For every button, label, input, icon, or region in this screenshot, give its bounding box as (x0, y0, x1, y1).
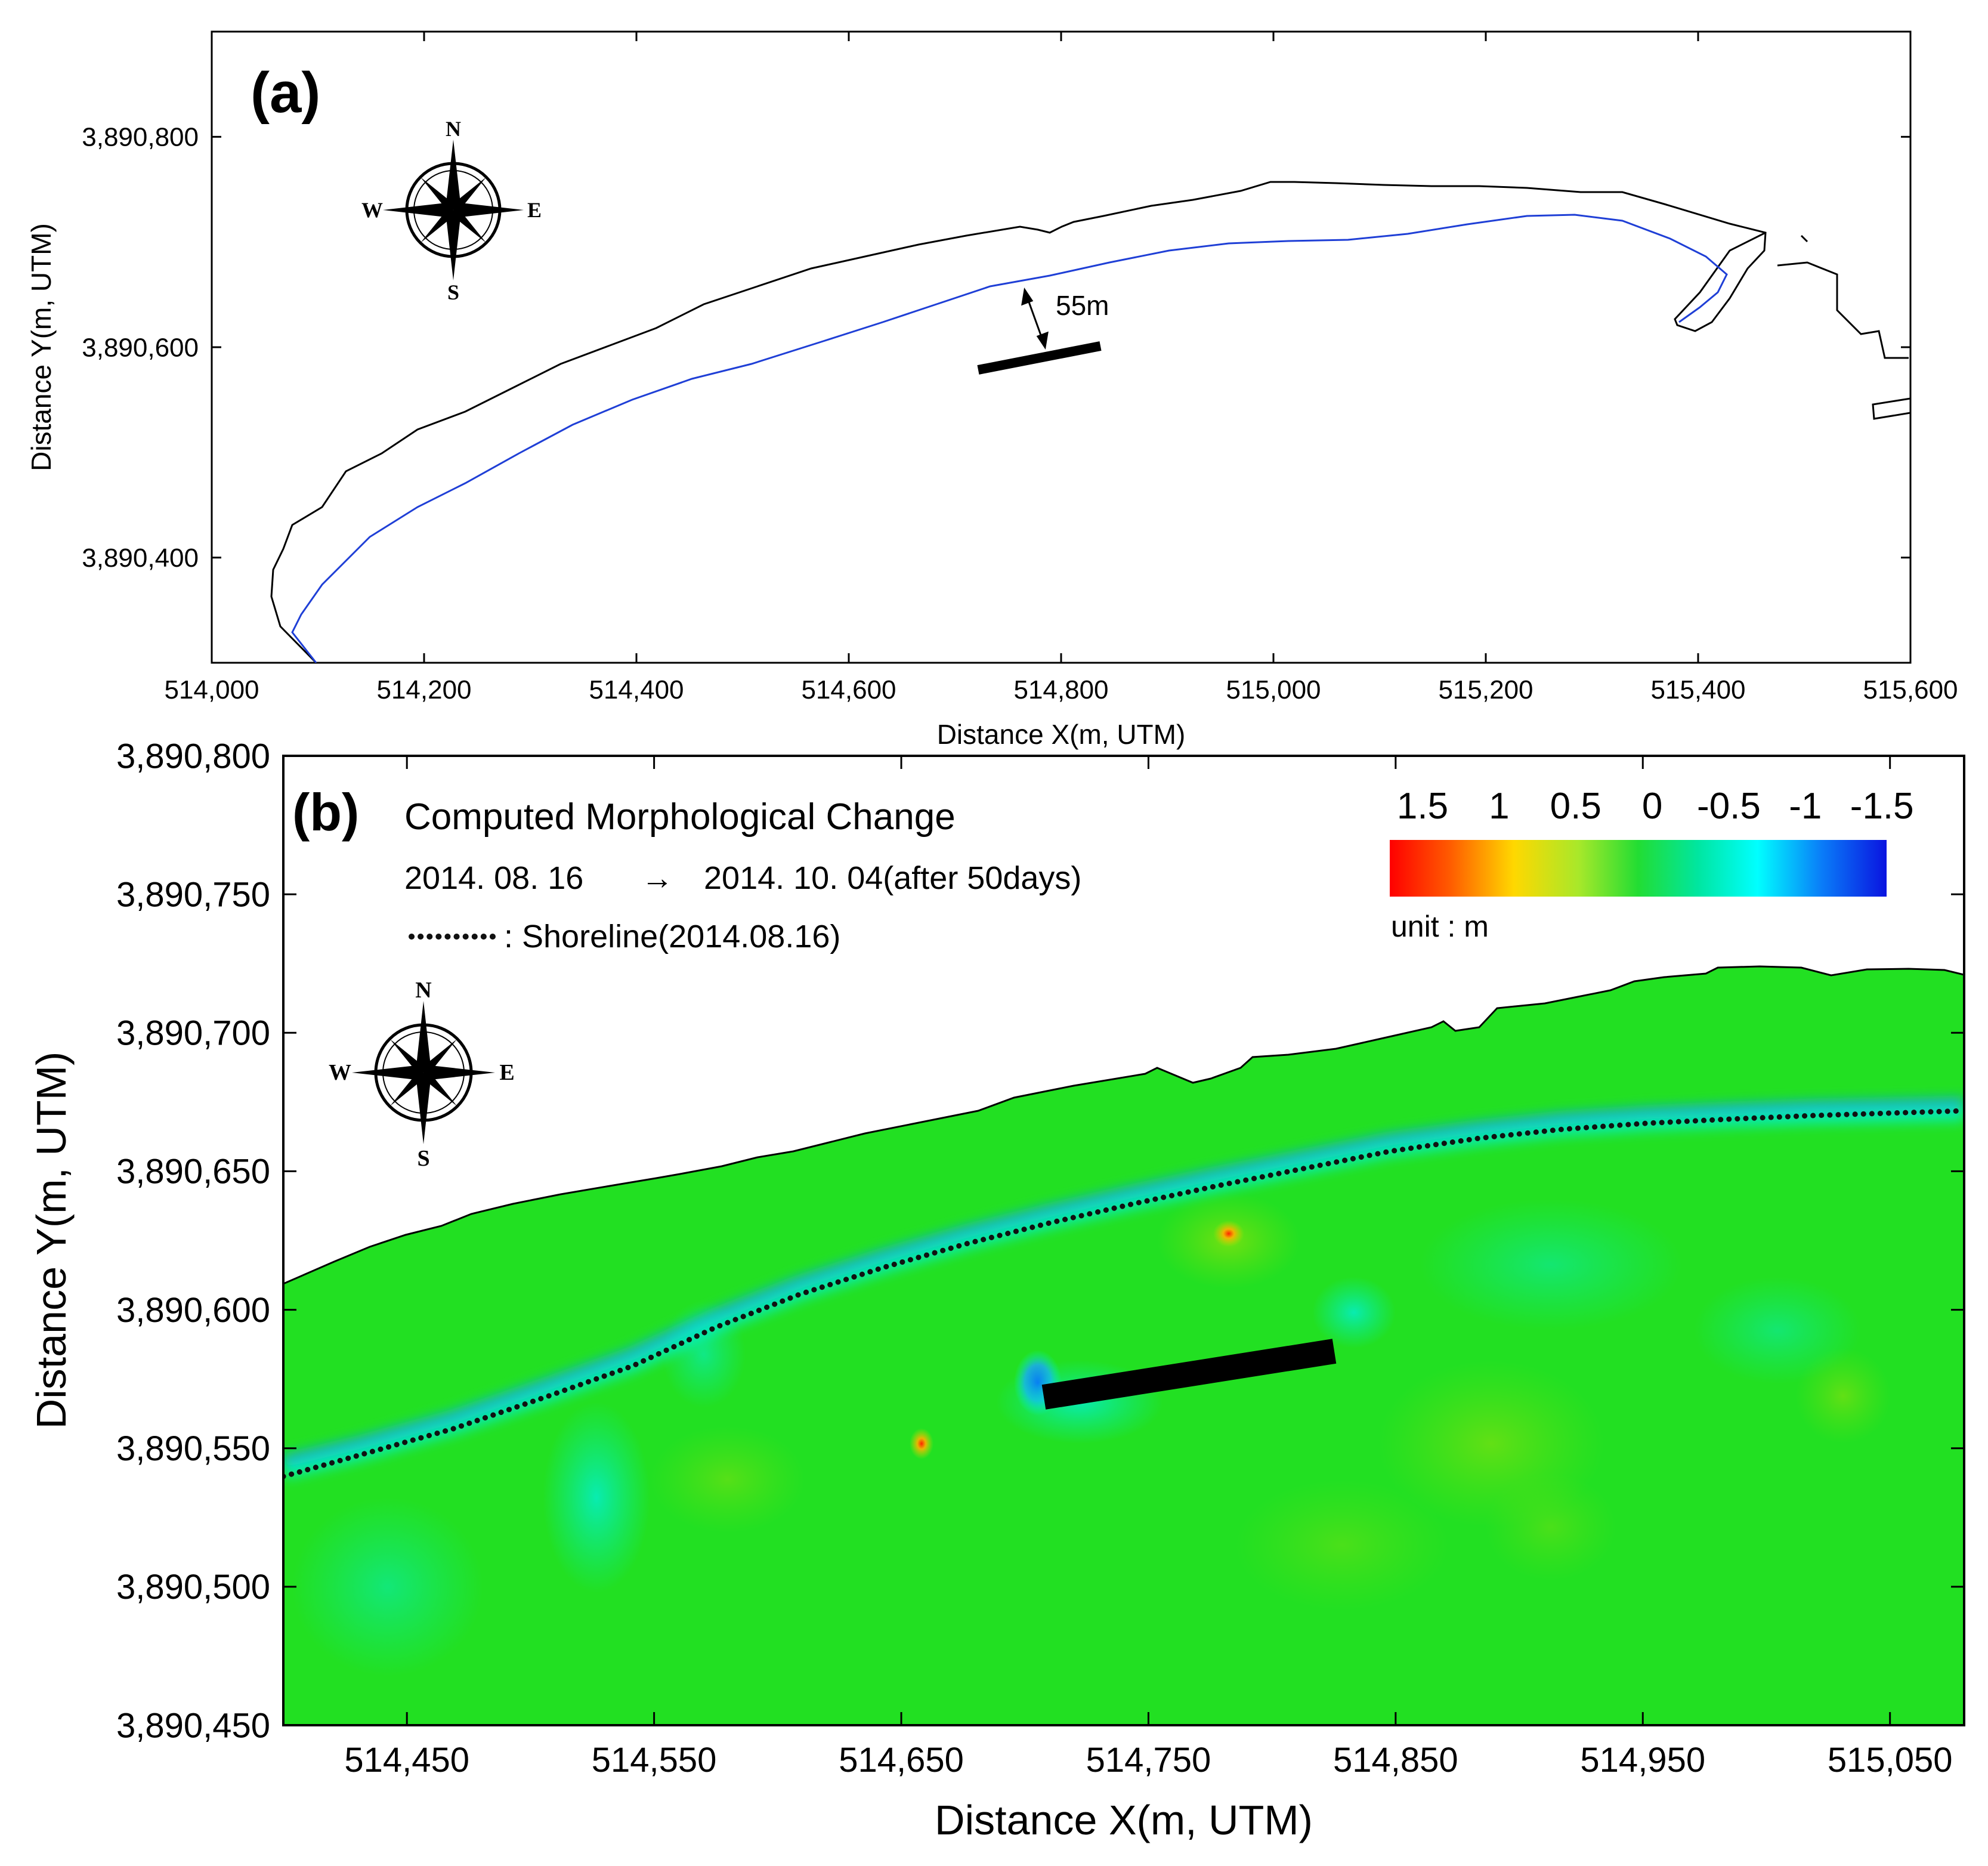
a-x-tick-label: 514,200 (376, 675, 471, 705)
panel-a-xlabel: Distance X(m, UTM) (937, 719, 1186, 750)
panel-b-label: (b) (292, 783, 359, 842)
colorbar-label: 0.5 (1550, 786, 1601, 827)
a-x-tick-label: 514,600 (801, 675, 896, 705)
a-x-tick-label: 514,800 (1013, 675, 1108, 705)
compass-e: E (499, 1060, 514, 1085)
colorbar-label: -0.5 (1697, 786, 1761, 827)
land-edge (283, 965, 1964, 1285)
compass-rose-icon: N S W E (329, 978, 515, 1171)
b-x-tick-label: 514,450 (344, 1741, 469, 1780)
b-x-tick-label: 514,950 (1580, 1741, 1705, 1780)
b-x-tick-label: 514,750 (1086, 1741, 1211, 1780)
panel-a-y-ticks: 3,890,400 3,890,600 3,890,800 (82, 123, 1910, 573)
distance-arrow (1021, 288, 1049, 350)
morphology-map (283, 965, 1964, 1725)
compass-s: S (417, 1146, 429, 1171)
land-boundary (270, 181, 1767, 663)
colorbar-gradient (1390, 840, 1887, 897)
compass-s: S (447, 280, 459, 304)
a-x-tick-label: 514,000 (164, 675, 259, 705)
panel-b-xlabel: Distance X(m, UTM) (935, 1797, 1313, 1843)
a-x-tick-label: 514,400 (589, 675, 684, 705)
b-y-tick-label: 3,890,450 (116, 1706, 270, 1745)
panel-b: (b) Computed Morphological Change 2014. … (28, 737, 1965, 1843)
b-x-tick-label: 514,850 (1333, 1741, 1458, 1780)
panel-a-x-ticks: 514,000 514,200 514,400 514,600 514,800 515,0… (164, 32, 1958, 705)
b-y-tick-label: 3,890,650 (116, 1153, 270, 1191)
panel-a-frame (211, 30, 1912, 664)
a-x-tick-label: 515,400 (1650, 675, 1745, 705)
compass-e: E (527, 198, 542, 222)
compass-n: N (415, 978, 431, 1003)
panel-b-title: Computed Morphological Change (404, 796, 956, 838)
compass-w: W (329, 1060, 351, 1085)
colorbar-label: -1 (1789, 786, 1822, 827)
colorbar: 1.5 1 0.5 0 -0.5 -1 -1.5 unit : m (1390, 786, 1914, 943)
shoreline-legend-label: : Shoreline(2014.08.16) (504, 919, 840, 954)
a-x-tick-label: 515,200 (1438, 675, 1533, 705)
compass-w: W (361, 198, 383, 222)
colorbar-label: 1 (1489, 786, 1509, 827)
panel-b-frame (282, 755, 1965, 1726)
compass-n: N (446, 117, 461, 141)
panel-a-label: (a) (251, 61, 320, 125)
panel-a-ylabel: Distance Y(m, UTM) (26, 223, 57, 471)
colorbar-label: 1.5 (1397, 786, 1448, 827)
jetty-tip (1872, 397, 1910, 420)
b-y-tick-label: 3,890,750 (116, 875, 270, 914)
breakwater-a (977, 341, 1102, 375)
jetty-mark (1800, 234, 1808, 243)
a-y-tick-label: 3,890,400 (82, 543, 199, 573)
date-arrow: → (641, 860, 673, 896)
a-x-tick-label: 515,600 (1863, 675, 1958, 705)
b-x-tick-label: 515,050 (1828, 1741, 1953, 1780)
panel-b-y-ticks: 3,890,450 3,890,500 3,890,550 3,890,600 3,89… (116, 737, 1964, 1745)
date-from: 2014. 08. 16 (404, 860, 583, 896)
colorbar-unit: unit : m (1391, 910, 1489, 943)
a-x-tick-label: 515,000 (1226, 675, 1321, 705)
a-y-tick-label: 3,890,800 (82, 123, 199, 152)
b-x-tick-label: 514,550 (592, 1741, 717, 1780)
b-y-tick-label: 3,890,800 (116, 737, 270, 776)
colorbar-labels: 1.5 1 0.5 0 -0.5 -1 -1.5 (1397, 786, 1914, 827)
a-y-tick-label: 3,890,600 (82, 333, 199, 362)
panel-a: 55m (a) N S W E 514,000 514,200 514,400 514… (26, 30, 1958, 750)
b-x-tick-label: 514,650 (839, 1741, 964, 1780)
b-y-tick-label: 3,890,550 (116, 1429, 270, 1468)
panel-b-x-ticks: 514,450 514,550 514,650 514,750 514,850 514,9… (344, 756, 1953, 1780)
jetty (1777, 261, 1909, 359)
colorbar-label: -1.5 (1850, 786, 1914, 827)
erosion-band (283, 1098, 1964, 1479)
b-y-tick-label: 3,890,700 (116, 1014, 270, 1053)
panel-b-ylabel: Distance Y(m, UTM) (28, 1052, 75, 1429)
b-y-tick-label: 3,890,600 (116, 1291, 270, 1330)
distance-label: 55m (1056, 290, 1109, 321)
colorbar-label: 0 (1642, 786, 1662, 827)
shoreline-b (283, 1108, 1964, 1479)
compass-rose-icon: N S W E (361, 117, 542, 304)
b-y-tick-label: 3,890,500 (116, 1568, 270, 1607)
breakwater-b (1041, 1339, 1337, 1410)
shoreline-a (291, 214, 1728, 663)
date-to: 2014. 10. 04(after 50days) (704, 860, 1081, 896)
